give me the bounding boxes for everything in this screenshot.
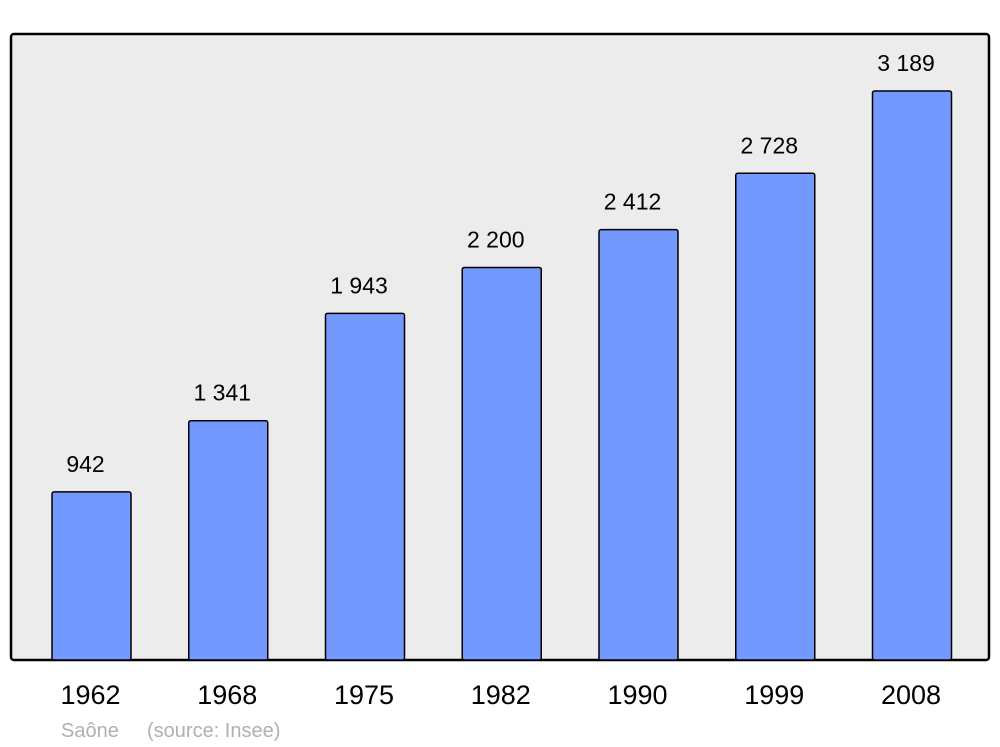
x-tick-label: 1968	[197, 680, 257, 710]
value-label: 2 728	[740, 132, 798, 158]
bar-1999	[735, 172, 816, 661]
x-tick-label: 1982	[471, 680, 531, 710]
caption-place: Saône	[61, 720, 119, 742]
x-tick-label: 1975	[334, 680, 394, 710]
x-tick-label: 2008	[881, 680, 941, 710]
value-label: 3 189	[877, 50, 935, 76]
x-tick-label: 1962	[60, 680, 120, 710]
value-label: 2 412	[604, 189, 662, 215]
bar-2008	[871, 90, 953, 661]
x-tick-label: 1990	[607, 680, 667, 710]
caption-source: (source: Insee)	[147, 720, 280, 742]
bar-1975	[324, 312, 406, 661]
bar-1982	[461, 266, 542, 661]
value-label: 1 341	[193, 380, 251, 406]
bar-1968	[188, 419, 269, 661]
bar-1990	[598, 228, 679, 661]
value-label: 2 200	[467, 226, 525, 252]
x-tick-label: 1999	[744, 680, 804, 710]
value-label: 942	[66, 451, 104, 477]
value-label: 1 943	[330, 272, 388, 298]
bar-1962	[51, 491, 132, 661]
